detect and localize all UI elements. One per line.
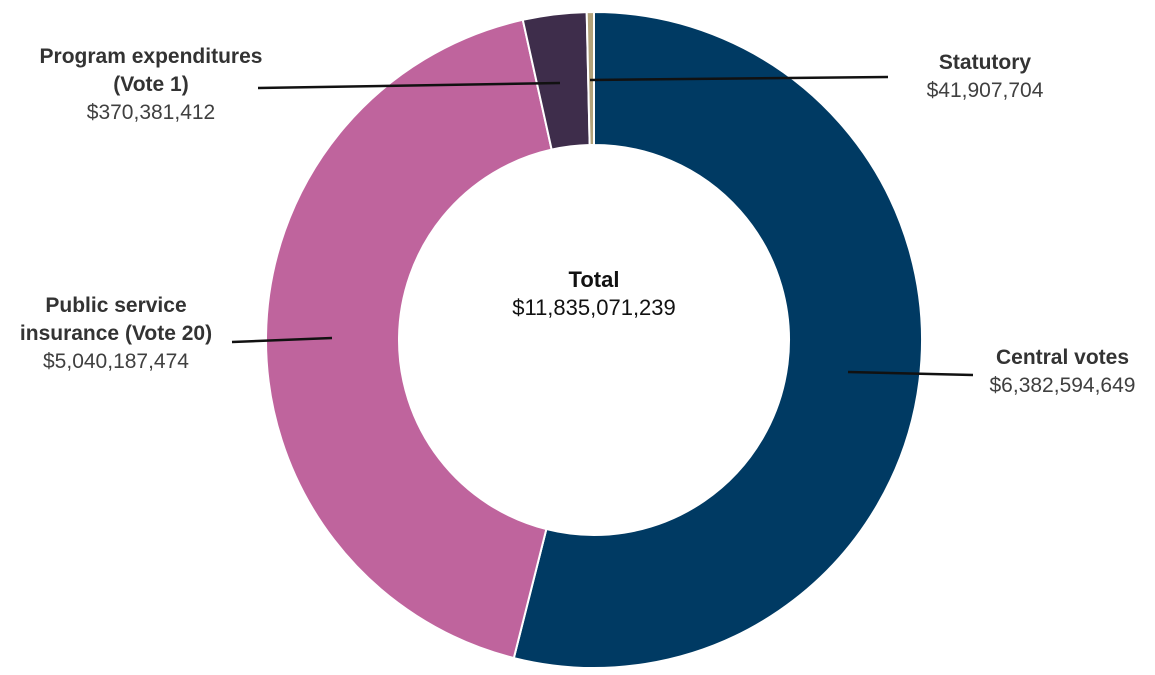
slice-name: Public service insurance (Vote 20) (19, 294, 213, 345)
slice-label: Public service insurance (Vote 20) $5,040… (0, 292, 232, 376)
slice-value: $6,382,594,649 (989, 374, 1136, 397)
center-total: $11,835,071,239 (512, 295, 676, 320)
slice-label: Program expenditures (Vote 1) $370,381,41… (30, 43, 272, 127)
leader-line (231, 336, 333, 344)
donut-slice (265, 18, 553, 660)
slice-name: Central votes (995, 346, 1130, 369)
leader-line (847, 370, 974, 377)
center-title: Total (568, 267, 620, 292)
leader-line (589, 75, 889, 82)
slice-label: Central votes $6,382,594,649 (950, 344, 1155, 400)
slice-value: $5,040,187,474 (43, 350, 189, 373)
slice-name: Program expenditures (Vote 1) (39, 45, 263, 96)
leader-lines (231, 75, 974, 377)
donut-slice (512, 10, 923, 669)
center-label: Total $11,835,071,239 (444, 266, 744, 322)
slice-name: Statutory (938, 51, 1032, 74)
slice-label: Statutory $41,907,704 (880, 49, 1090, 105)
slice-value: $370,381,412 (86, 101, 216, 124)
donut-slice (585, 10, 595, 147)
slice-value: $41,907,704 (926, 79, 1044, 102)
leader-line (257, 81, 561, 90)
